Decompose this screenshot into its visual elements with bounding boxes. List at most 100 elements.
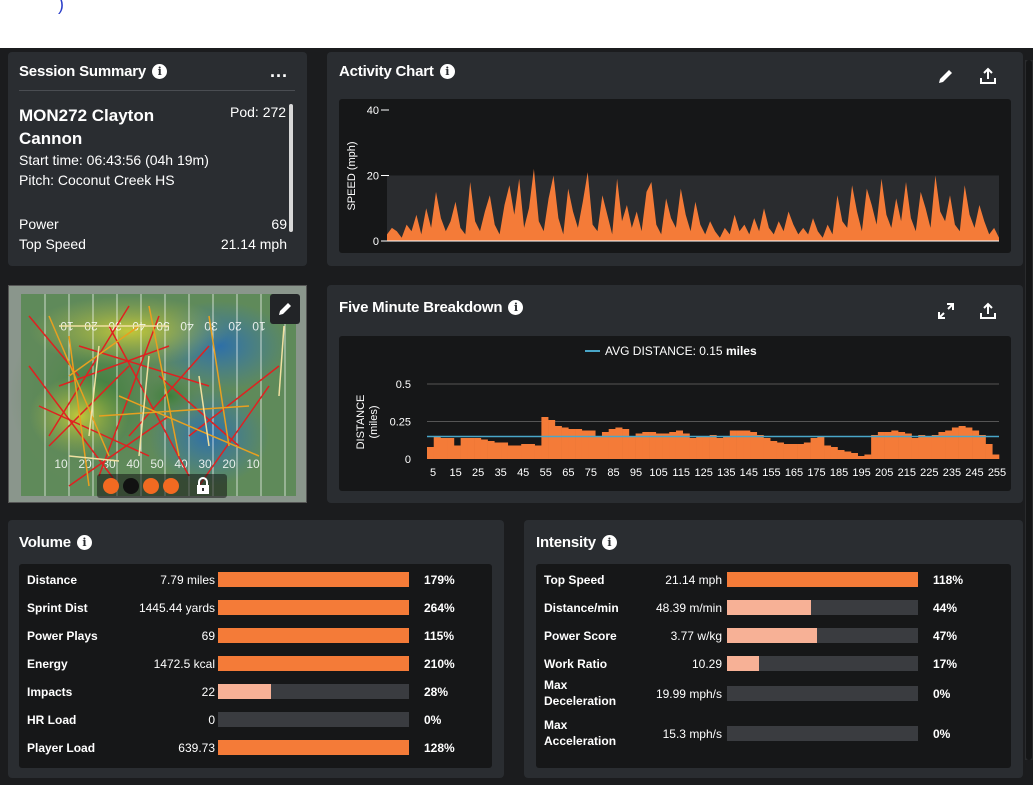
distance-bar <box>467 438 475 459</box>
expand-icon[interactable] <box>936 301 956 321</box>
metric-label-line: Deceleration <box>544 694 617 708</box>
distance-bar <box>460 438 468 459</box>
distance-bar <box>433 436 441 459</box>
metric-label: Distance <box>27 573 78 587</box>
distance-bar <box>655 433 663 459</box>
distance-bar <box>763 438 771 459</box>
distance-bar <box>750 432 758 459</box>
x-tick-label: 245 <box>965 467 983 479</box>
metric-percent: 118% <box>933 573 964 587</box>
five-minute-chart-area: AVG DISTANCE: 0.15 miles 0 0.25 0.5 DISTANC… <box>339 336 1011 491</box>
pencil-icon[interactable] <box>936 66 956 86</box>
activity-chart-svg: 0 20 40 SPEED (mph) <box>346 105 999 248</box>
movement-arrows <box>28 305 285 487</box>
metric-row: Power Score 3.77 w/kg 47% <box>536 628 1011 656</box>
metric-label: Energy <box>27 657 68 671</box>
info-icon[interactable]: i <box>152 64 168 79</box>
legend-value: 0.15 <box>699 344 723 358</box>
more-options-button[interactable]: ... <box>270 61 289 81</box>
y-tick-label: 0.25 <box>390 417 411 429</box>
player-dot[interactable] <box>143 478 159 494</box>
metric-label: Work Ratio <box>544 657 608 671</box>
metric-bar-track <box>727 600 918 615</box>
activity-chart-title-text: Activity Chart <box>339 63 434 80</box>
metric-bar-track <box>218 656 409 671</box>
distance-bar <box>783 444 791 459</box>
distance-bar <box>682 433 690 459</box>
x-tick-label: 55 <box>540 467 552 479</box>
x-tick-label: 35 <box>495 467 507 479</box>
metric-percent: 44% <box>933 601 958 615</box>
x-tick-label: 85 <box>607 467 619 479</box>
x-tick-label: 165 <box>785 467 803 479</box>
x-tick-label: 215 <box>898 467 916 479</box>
stat-label: Power <box>19 216 59 232</box>
scrollbar[interactable] <box>1025 60 1033 760</box>
volume-title-text: Volume <box>19 534 71 551</box>
metric-label: Max Deceleration <box>544 678 616 708</box>
distance-bar <box>501 442 509 459</box>
info-icon[interactable]: i <box>508 300 524 315</box>
legend-swatch <box>585 350 600 352</box>
y-tick-label: 0.5 <box>396 379 411 391</box>
metric-percent: 47% <box>933 629 958 643</box>
distance-bar <box>951 427 959 459</box>
five-minute-chart-svg: 0 0.25 0.5 DISTANCE (miles) 5 15 25 35 45 55 65 75 85… <box>355 379 1006 479</box>
scrollbar-thumb[interactable] <box>1026 60 1032 760</box>
distance-bar <box>440 438 448 459</box>
metric-bar-fill <box>218 740 409 755</box>
intensity-panel: Intensity i Top Speed 21.14 mph 118% Distanc… <box>524 520 1023 778</box>
metric-bar-track <box>727 686 918 701</box>
player-dot[interactable] <box>123 478 139 494</box>
upload-icon[interactable] <box>978 301 998 321</box>
x-tick-label: 175 <box>807 467 825 479</box>
five-minute-panel: Five Minute Breakdown i AVG DISTANCE: 0.1… <box>327 285 1023 503</box>
speed-area <box>387 168 999 241</box>
upload-icon[interactable] <box>978 66 998 86</box>
metric-value: 48.39 m/min <box>655 601 722 615</box>
x-tick-label: 145 <box>740 467 758 479</box>
info-icon[interactable]: i <box>439 64 455 79</box>
distance-bar <box>938 432 946 459</box>
yard-label: 10 <box>246 457 260 471</box>
top-strip: ) <box>0 0 1033 48</box>
distance-bar <box>635 433 643 459</box>
info-icon[interactable]: i <box>601 535 617 550</box>
y-tick-label: 40 <box>367 105 379 117</box>
distance-bar <box>716 438 724 459</box>
distance-bar <box>548 420 556 459</box>
distance-bar <box>696 436 704 459</box>
distance-bar <box>474 438 482 459</box>
info-icon[interactable]: i <box>76 535 92 550</box>
y-axis-label: DISTANCE <box>355 395 367 450</box>
metric-bar-fill <box>727 656 760 671</box>
distance-bar <box>904 433 912 459</box>
distance-bar <box>601 432 609 459</box>
distance-bar <box>945 430 953 459</box>
player-dot[interactable] <box>103 478 119 494</box>
x-tick-label: 65 <box>562 467 574 479</box>
x-tick-label: 25 <box>472 467 484 479</box>
summary-scrollbar[interactable] <box>289 104 293 232</box>
distance-bar <box>453 445 461 459</box>
distance-bar <box>568 429 576 459</box>
distance-bar <box>662 433 670 459</box>
distance-bar <box>830 447 838 459</box>
volume-table: Distance 7.79 miles 179% Sprint Dist 1445.44… <box>19 564 492 768</box>
lock-icon[interactable] <box>195 477 211 495</box>
distance-bar <box>992 454 1000 459</box>
edit-heatmap-button[interactable] <box>270 294 300 324</box>
metric-percent: 115% <box>424 629 455 643</box>
distance-bar <box>702 436 710 459</box>
player-dot[interactable] <box>163 478 179 494</box>
y-tick-label: 0 <box>405 454 411 466</box>
stat-row: Top Speed 21.14 mph <box>19 236 287 252</box>
y-tick-label: 0 <box>373 236 379 248</box>
distance-bar <box>810 438 818 459</box>
metric-row: HR Load 0 0% <box>19 712 492 740</box>
metric-row: Sprint Dist 1445.44 yards 264% <box>19 600 492 628</box>
metric-value: 7.79 miles <box>160 573 215 587</box>
x-tick-label: 185 <box>830 467 848 479</box>
distance-bar <box>877 432 885 459</box>
